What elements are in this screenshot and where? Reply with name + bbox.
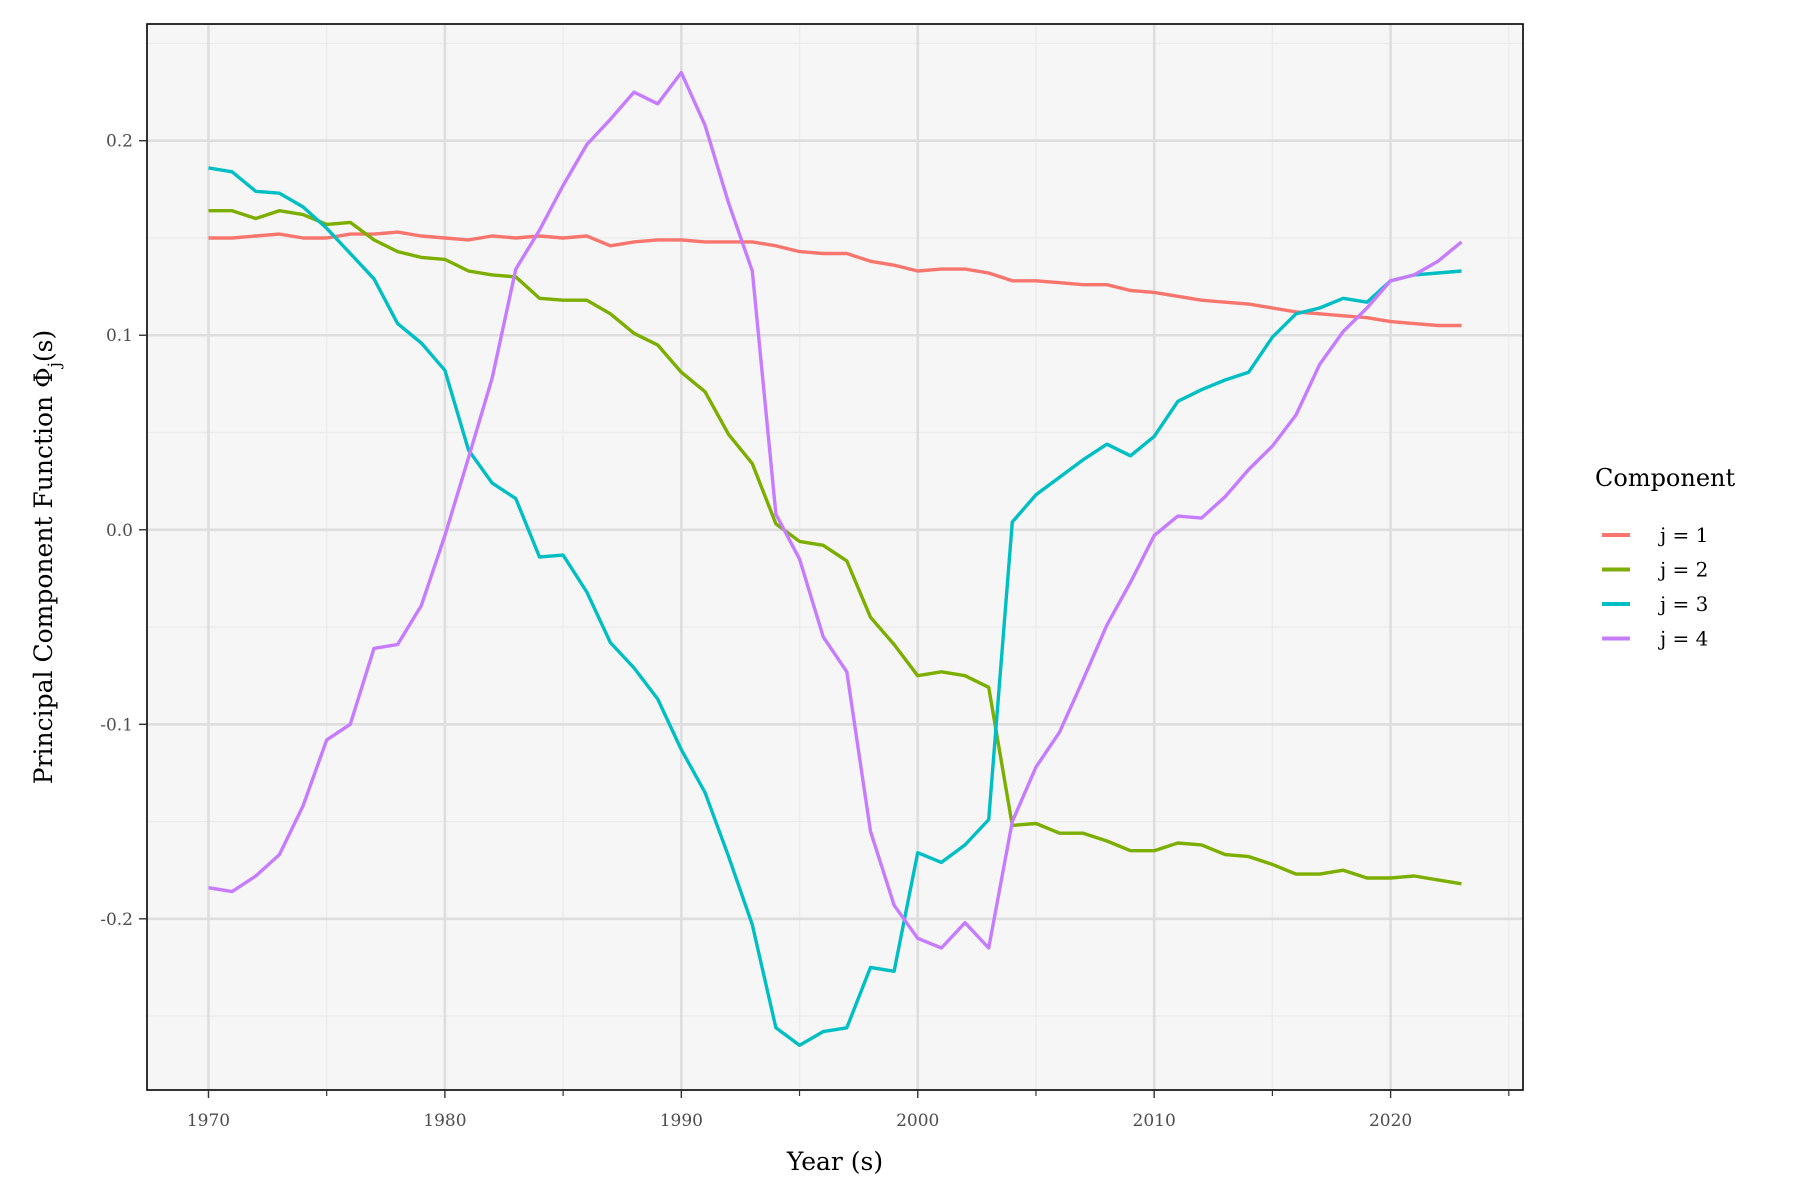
- y-tick-labels: -0.2 -0.1 0.0 0.1 0.2: [100, 132, 133, 930]
- y-tick-label: -0.1: [100, 715, 133, 735]
- y-tick-label: 0.2: [106, 132, 133, 152]
- y-tick-label: -0.2: [100, 910, 133, 930]
- grid-major: [147, 24, 1523, 1090]
- legend-label-1: j = 1: [1658, 523, 1708, 547]
- x-tick-labels: 1970 1980 1990 2000 2010 2020: [187, 1111, 1412, 1131]
- y-axis-title-sub: j: [45, 362, 65, 369]
- plot-background: [147, 24, 1523, 1090]
- legend: Component j = 1 j = 2 j = 3 j = 4: [1595, 464, 1736, 651]
- y-tick-label: 0.1: [106, 326, 133, 346]
- series-lines: [208, 70, 1463, 1048]
- legend-label-2: j = 2: [1658, 558, 1708, 582]
- x-tick-label: 1990: [660, 1111, 703, 1131]
- series-line-2: [208, 208, 1462, 886]
- grid-minor: [147, 24, 1523, 1090]
- series-line-1: [208, 230, 1462, 328]
- legend-title: Component: [1595, 464, 1736, 492]
- axis-ticks: [139, 140, 1510, 1098]
- y-axis-title: Principal Component Function Φj(s): [29, 330, 65, 784]
- plot-border: [146, 23, 1524, 1091]
- legend-label-4: j = 4: [1658, 627, 1708, 651]
- x-tick-label: 1980: [423, 1111, 466, 1131]
- x-tick-label: 2010: [1133, 1111, 1176, 1131]
- x-tick-label: 1970: [187, 1111, 230, 1131]
- y-axis-title-main: Principal Component Function Φ: [29, 367, 58, 784]
- y-tick-label: 0.0: [106, 521, 133, 541]
- series-line-4: [208, 70, 1463, 950]
- legend-items: j = 1 j = 2 j = 3 j = 4: [1602, 523, 1708, 651]
- series-line-3: [208, 166, 1462, 1048]
- x-tick-label: 2000: [896, 1111, 939, 1131]
- y-axis-title-end: (s): [29, 330, 58, 362]
- x-tick-label: 2020: [1369, 1111, 1412, 1131]
- legend-label-3: j = 3: [1658, 592, 1708, 616]
- x-axis-title: Year (s): [786, 1147, 883, 1176]
